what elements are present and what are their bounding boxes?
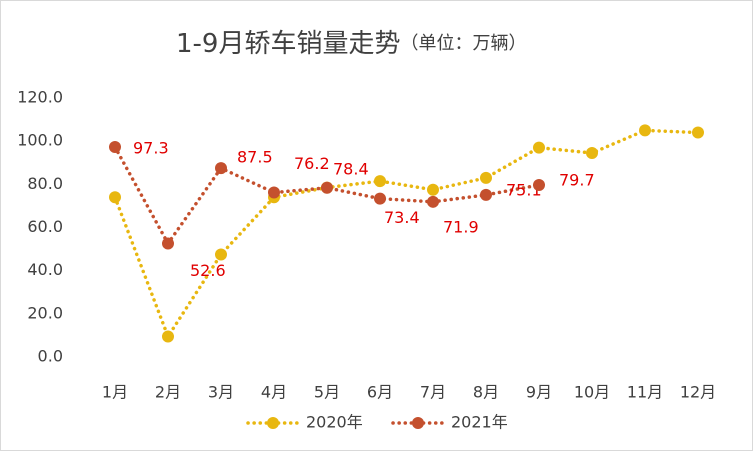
legend-marker bbox=[267, 417, 279, 429]
data-point bbox=[268, 186, 280, 199]
data-point bbox=[427, 183, 439, 196]
data-point bbox=[374, 175, 386, 188]
data-point bbox=[533, 178, 545, 191]
data-label: 87.5 bbox=[237, 148, 273, 167]
x-tick-label: 12月 bbox=[680, 383, 716, 402]
x-tick-label: 1月 bbox=[102, 383, 128, 402]
data-label: 78.4 bbox=[333, 159, 369, 178]
x-tick-label: 3月 bbox=[208, 383, 234, 402]
y-tick-label: 0.0 bbox=[38, 347, 63, 366]
y-tick-label: 100.0 bbox=[17, 131, 63, 150]
data-point bbox=[692, 126, 704, 139]
data-label: 79.7 bbox=[559, 170, 595, 189]
x-tick-label: 9月 bbox=[526, 383, 552, 402]
legend-label: 2021年 bbox=[451, 413, 508, 432]
y-tick-label: 80.0 bbox=[27, 174, 63, 193]
data-point bbox=[215, 248, 227, 261]
data-point bbox=[109, 191, 121, 204]
y-tick-label: 120.0 bbox=[17, 88, 63, 107]
legend-marker bbox=[412, 417, 424, 429]
x-tick-label: 4月 bbox=[261, 383, 287, 402]
data-point bbox=[427, 195, 439, 208]
data-point bbox=[162, 237, 174, 250]
x-tick-label: 2月 bbox=[155, 383, 181, 402]
y-tick-label: 60.0 bbox=[27, 217, 63, 236]
series-line bbox=[113, 128, 700, 341]
data-point bbox=[480, 171, 492, 184]
data-point bbox=[321, 181, 333, 194]
data-point bbox=[162, 330, 174, 343]
data-point bbox=[480, 188, 492, 201]
y-tick-label: 40.0 bbox=[27, 260, 63, 279]
x-tick-label: 8月 bbox=[473, 383, 499, 402]
x-tick-label: 11月 bbox=[627, 383, 663, 402]
data-point bbox=[586, 147, 598, 160]
data-label: 52.6 bbox=[190, 261, 226, 280]
data-label: 97.3 bbox=[133, 138, 169, 157]
legend-label: 2020年 bbox=[306, 413, 363, 432]
x-tick-label: 10月 bbox=[574, 383, 610, 402]
x-tick-label: 5月 bbox=[314, 383, 340, 402]
data-point bbox=[533, 141, 545, 154]
data-label: 76.2 bbox=[294, 154, 330, 173]
data-point bbox=[639, 124, 651, 137]
series-line bbox=[113, 145, 541, 247]
x-tick-label: 6月 bbox=[367, 383, 393, 402]
data-point bbox=[215, 162, 227, 175]
y-tick-label: 20.0 bbox=[27, 303, 63, 322]
data-point bbox=[109, 140, 121, 153]
data-label: 73.4 bbox=[384, 208, 420, 227]
data-label: 75.1 bbox=[506, 180, 542, 199]
data-label: 71.9 bbox=[443, 217, 479, 236]
x-tick-label: 7月 bbox=[420, 383, 446, 402]
chart-title: 1-9月轿车销量走势（单位：万辆） bbox=[176, 29, 526, 59]
data-point bbox=[374, 192, 386, 205]
